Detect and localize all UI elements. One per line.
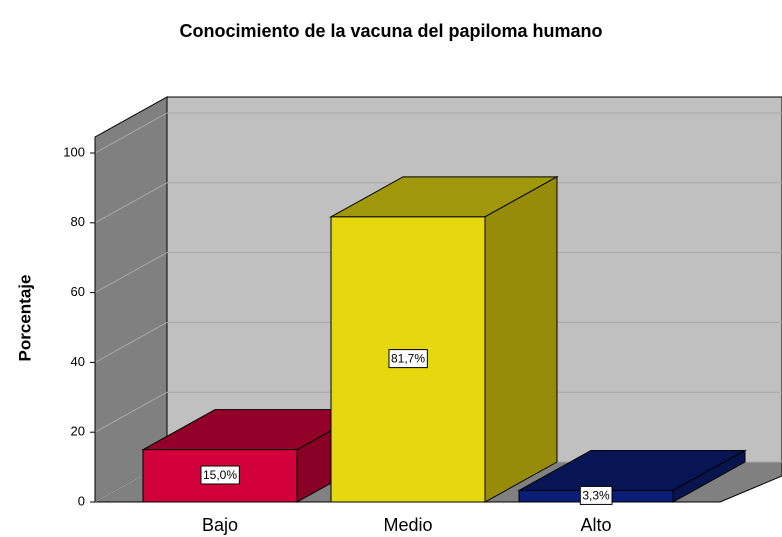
y-tick-label: 100 (63, 144, 85, 159)
grid-line (94, 182, 168, 224)
x-tick-label: Medio (383, 515, 432, 535)
y-tick-label: 60 (71, 284, 85, 299)
y-tick-label: 0 (78, 493, 85, 508)
value-label-box (579, 485, 613, 505)
value-label: 81,7% (391, 352, 425, 366)
y-axis-label: Porcentaje (15, 275, 34, 362)
grid-line (94, 252, 168, 294)
y-tick-label: 80 (71, 214, 85, 229)
value-label-box (200, 465, 240, 485)
chart-title: Conocimiento de la vacuna del papiloma h… (179, 21, 602, 41)
value-label-box (388, 349, 428, 369)
grid-line (94, 391, 168, 433)
value-label: 3,3% (582, 488, 610, 502)
grid-line (94, 321, 168, 363)
value-label: 15,0% (203, 468, 237, 482)
side-wall (94, 96, 168, 503)
grid-line (94, 112, 168, 154)
x-tick-label: Bajo (202, 515, 238, 535)
y-tick-label: 40 (71, 354, 85, 369)
x-tick-label: Alto (580, 515, 611, 535)
bar-side (484, 176, 558, 503)
y-tick-label: 20 (71, 424, 85, 439)
